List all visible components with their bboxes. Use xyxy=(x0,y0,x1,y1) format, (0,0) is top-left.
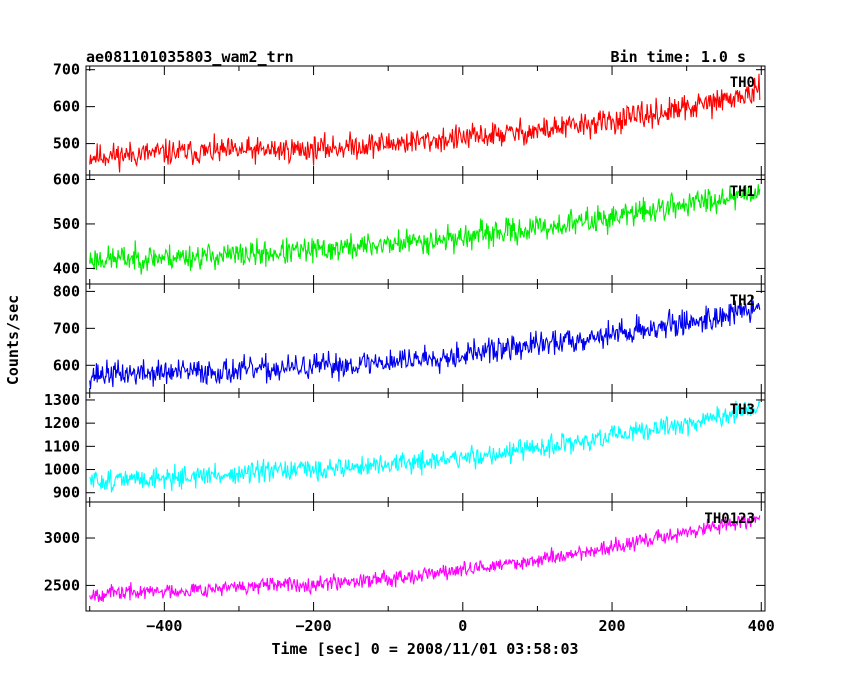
panel-label-th0: TH0 xyxy=(730,75,755,91)
y-tick-label: 600 xyxy=(53,98,80,116)
panel-frame xyxy=(85,392,766,503)
x-tick-label: 200 xyxy=(598,617,625,635)
y-tick-label: 400 xyxy=(53,259,80,277)
panel-label-th3: TH3 xyxy=(730,402,755,418)
y-tick-label: 500 xyxy=(53,135,80,153)
y-tick-label: 800 xyxy=(53,282,80,300)
series-line-th0123 xyxy=(89,514,761,602)
x-tick-label: 0 xyxy=(458,617,467,635)
panel-label-th2: TH2 xyxy=(730,293,755,309)
panel-th0123: 2500 3000 TH0123 xyxy=(44,501,766,612)
panel-frame xyxy=(85,174,766,285)
y-tick-label: 2500 xyxy=(44,576,80,594)
y-tick-label: 600 xyxy=(53,170,80,188)
series-line-th1 xyxy=(89,184,761,275)
y-tick-label: 3000 xyxy=(44,529,80,547)
y-tick-label: 500 xyxy=(53,215,80,233)
x-axis-label: Time [sec] 0 = 2008/11/01 03:58:03 xyxy=(271,640,578,658)
x-tick-label: −200 xyxy=(296,617,332,635)
panel-label-th0123: TH0123 xyxy=(704,511,755,527)
y-tick-label: 700 xyxy=(53,61,80,79)
panel-frame xyxy=(85,65,766,176)
y-tick-label: 1100 xyxy=(44,437,80,455)
object-name-title: ae081101035803_wam2_trn xyxy=(86,48,294,66)
y-tick-label: 1000 xyxy=(44,461,80,479)
series-line-th0 xyxy=(89,73,761,173)
y-tick-label: 1200 xyxy=(44,414,80,432)
panel-label-th1: TH1 xyxy=(730,184,755,200)
panel-frame xyxy=(85,501,766,612)
panel-th2: 600 700 800 TH2 xyxy=(53,282,766,394)
bin-time-label: Bin time: 1.0 s xyxy=(611,48,746,66)
series-line-th2 xyxy=(89,295,761,389)
panel-th3: 900 1000 1100 1200 1300 TH3 xyxy=(44,391,766,503)
panel-th1: 400 500 600 TH1 xyxy=(53,170,766,285)
y-tick-label: 1300 xyxy=(44,391,80,409)
panels-group: 500 600 700 TH0 400 500 600 TH1 600 700 800 TH2 900 1… xyxy=(44,61,775,635)
x-tick-label: −400 xyxy=(146,617,182,635)
series-line-th3 xyxy=(89,400,761,493)
x-tick-label: 400 xyxy=(748,617,775,635)
y-axis-label: Counts/sec xyxy=(4,295,22,385)
panel-th0: 500 600 700 TH0 xyxy=(53,61,766,176)
y-tick-label: 600 xyxy=(53,356,80,374)
y-tick-label: 700 xyxy=(53,319,80,337)
y-tick-label: 900 xyxy=(53,484,80,502)
